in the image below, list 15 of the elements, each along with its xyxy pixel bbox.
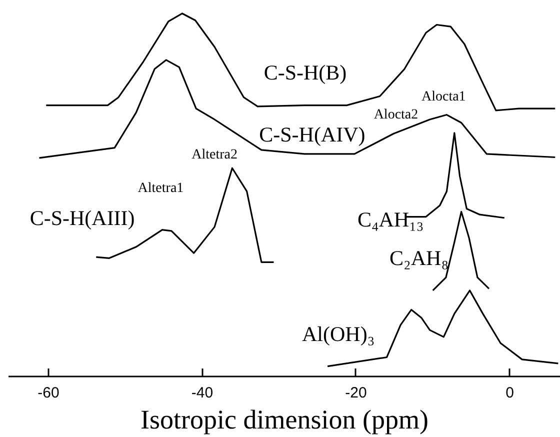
annotation: Altetra1 <box>138 180 184 196</box>
series-label: Al(OH)₃ <box>302 322 375 346</box>
x-tick-label: 0 <box>506 384 514 402</box>
series-label: C-S-H(AIV) <box>259 122 366 147</box>
series-label: C-S-H(AIII) <box>30 206 135 230</box>
series-label: C-S-H(B) <box>264 60 347 84</box>
annotation: Alocta1 <box>421 89 466 104</box>
annotation: Alocta2 <box>374 108 418 123</box>
x-tick-label: -40 <box>191 384 214 402</box>
annotation: Altetra2 <box>192 148 238 163</box>
series-label: C₄AH₁₃ <box>357 208 424 232</box>
x-axis-title: Isotropic dimension (ppm) <box>140 404 428 434</box>
series-label: C₂AH₈ <box>390 246 449 270</box>
x-tick-label: -20 <box>345 384 367 402</box>
x-tick-label: -60 <box>38 384 60 402</box>
